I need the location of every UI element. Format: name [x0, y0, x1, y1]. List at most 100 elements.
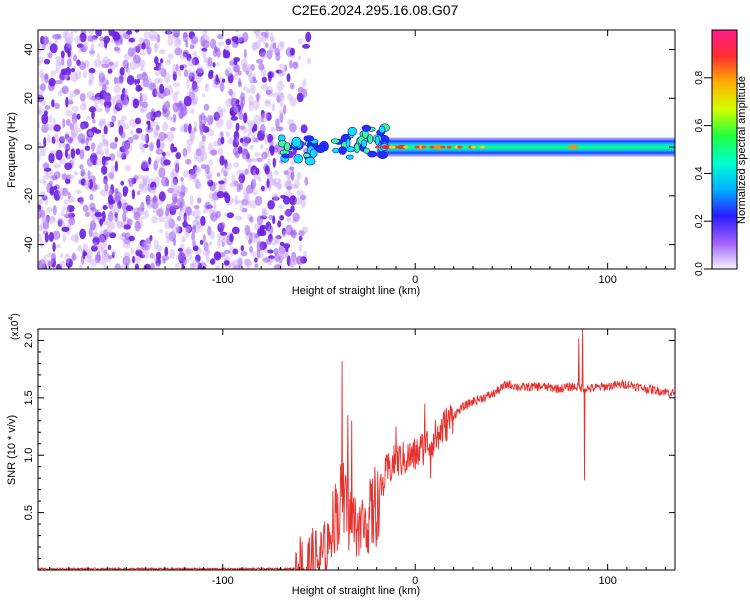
noise-speckle — [299, 194, 307, 201]
snr-xtick-label: 0 — [412, 575, 418, 587]
noise-speckle — [236, 169, 245, 176]
noise-speckle — [103, 100, 112, 109]
spectrogram-ytick-label: -20 — [23, 188, 35, 204]
noise-speckle — [42, 220, 50, 230]
noise-speckle — [39, 179, 47, 184]
noise-speckle — [244, 259, 252, 267]
noise-speckle — [40, 82, 46, 92]
snr-multiplier-base: (x10 — [10, 320, 21, 340]
noise-speckle — [122, 87, 126, 96]
noise-speckle — [210, 258, 216, 265]
noise-speckle — [156, 208, 164, 217]
noise-speckle — [220, 168, 225, 174]
noise-speckle — [207, 57, 213, 67]
transition-blob — [330, 138, 340, 144]
noise-speckle — [243, 48, 247, 59]
noise-speckle — [39, 68, 44, 79]
noise-speckle — [73, 171, 79, 176]
noise-speckle — [40, 195, 44, 203]
figure-title: C2E6.2024.295.16.08.G07 — [291, 2, 459, 18]
noise-speckle — [40, 259, 46, 269]
noise-speckle — [141, 74, 148, 82]
noise-speckle — [250, 232, 256, 243]
noise-speckle — [283, 210, 292, 216]
noise-speckle — [149, 30, 156, 40]
noise-speckle — [79, 164, 84, 170]
noise-speckle — [158, 63, 164, 75]
noise-speckle — [167, 53, 174, 60]
noise-speckle — [84, 145, 91, 151]
noise-speckle — [183, 212, 187, 223]
signal-hotspot — [374, 145, 380, 149]
noise-speckle — [137, 207, 145, 212]
noise-speckle — [172, 63, 176, 70]
noise-speckle — [114, 263, 121, 269]
noise-speckle — [174, 159, 180, 170]
spectrogram-xlabel: Height of straight line (km) — [292, 285, 420, 297]
noise-speckle — [263, 248, 269, 253]
noise-speckle — [85, 249, 94, 259]
noise-speckle — [54, 35, 58, 45]
noise-speckle — [132, 255, 136, 264]
noise-speckle — [165, 177, 169, 185]
noise-speckle — [233, 264, 241, 269]
noise-speckle — [117, 119, 126, 127]
noise-speckle — [51, 175, 58, 181]
noise-speckle — [152, 208, 158, 214]
signal-hotspot — [421, 145, 427, 149]
noise-speckle — [265, 237, 272, 245]
noise-speckle — [285, 246, 289, 253]
noise-speckle — [278, 94, 285, 102]
noise-speckle — [55, 263, 63, 269]
noise-speckle — [139, 142, 144, 150]
transition-blob — [345, 154, 354, 160]
noise-speckle — [38, 61, 42, 66]
noise-speckle — [183, 123, 189, 133]
noise-speckle — [132, 134, 139, 140]
noise-speckle — [103, 125, 108, 135]
noise-speckle — [189, 263, 195, 269]
noise-speckle — [254, 195, 263, 206]
noise-speckle — [250, 84, 256, 95]
noise-speckle — [88, 79, 93, 87]
noise-speckle — [204, 85, 209, 93]
spectrogram-axes: -100 0 100 40 20 0 -20 -40 — [23, 30, 675, 286]
noise-speckle — [115, 93, 122, 100]
noise-speckle — [256, 215, 263, 226]
noise-speckle — [99, 118, 103, 129]
noise-speckle — [268, 172, 273, 183]
noise-speckle — [258, 48, 266, 57]
transition-blob — [361, 124, 372, 132]
noise-speckle — [66, 174, 75, 180]
transition-blob — [347, 126, 357, 136]
noise-speckle — [249, 200, 257, 209]
noise-speckle — [175, 162, 180, 174]
noise-speckle — [227, 137, 234, 145]
snr-ytick-label: 1.5 — [23, 390, 35, 405]
noise-speckle — [154, 77, 161, 85]
noise-speckle — [200, 112, 205, 121]
noise-speckle — [62, 31, 68, 39]
noise-speckle — [156, 245, 163, 252]
noise-speckle — [53, 189, 61, 201]
noise-speckle — [217, 41, 224, 47]
noise-speckle — [253, 123, 258, 132]
noise-speckle — [216, 172, 221, 177]
noise-speckle — [41, 124, 49, 134]
noise-speckle — [158, 78, 163, 83]
noise-speckle — [159, 58, 164, 64]
noise-speckle — [253, 42, 256, 51]
noise-speckle — [170, 202, 175, 209]
noise-speckle — [151, 197, 157, 203]
noise-speckle — [247, 163, 252, 170]
noise-speckle — [75, 70, 82, 80]
spectrogram-xtick-label: 100 — [598, 274, 616, 286]
noise-speckle — [80, 139, 86, 144]
noise-speckle — [283, 170, 289, 176]
noise-speckle — [160, 68, 167, 77]
noise-speckle — [67, 191, 71, 199]
noise-speckle — [233, 64, 241, 73]
noise-speckle — [114, 160, 118, 172]
noise-speckle — [87, 170, 91, 180]
noise-speckle — [266, 113, 271, 119]
